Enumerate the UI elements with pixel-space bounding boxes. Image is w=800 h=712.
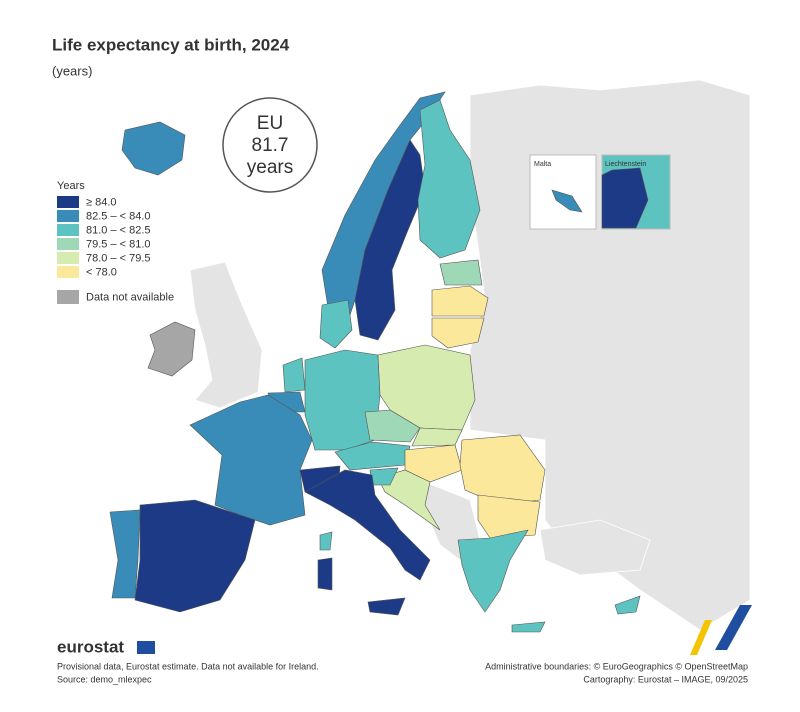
legend-swatch — [57, 196, 79, 208]
legend-label: ≥ 84.0 — [86, 196, 117, 208]
lithuania — [431, 317, 485, 349]
sardinia — [317, 557, 333, 591]
united-kingdom — [189, 261, 263, 409]
malta — [551, 189, 583, 213]
corsica — [319, 531, 333, 551]
footer: eurostat Provisional data, Eurostat esti… — [57, 605, 752, 684]
france — [189, 394, 313, 526]
footer-note: Provisional data, Eurostat estimate. Dat… — [57, 661, 319, 671]
crete — [511, 621, 546, 633]
sicily — [367, 597, 406, 616]
subtitle: (years) — [52, 63, 92, 78]
portugal — [109, 509, 141, 599]
slovakia — [411, 427, 463, 447]
legend-title: Years — [57, 180, 85, 192]
title: Life expectancy at birth, 2024 — [52, 35, 290, 54]
legend-label: 78.0 – < 79.5 — [86, 252, 151, 264]
czechia — [364, 409, 421, 443]
iceland — [121, 121, 186, 176]
badge-unit: years — [247, 157, 293, 178]
greece — [457, 529, 529, 613]
decor — [715, 605, 752, 650]
badge-circle — [222, 97, 318, 193]
germany — [304, 349, 381, 451]
croatia — [377, 469, 441, 531]
italy — [304, 469, 431, 581]
legend-label: 81.0 – < 82.5 — [86, 224, 151, 236]
legend-label: 79.5 – < 81.0 — [86, 238, 151, 250]
legend-swatch — [57, 224, 79, 236]
legend-swatch — [57, 210, 79, 222]
estonia — [439, 259, 483, 286]
footer-note: Source: demo_mlexpec — [57, 674, 152, 684]
legend-swatch — [57, 238, 79, 250]
bulgaria — [477, 494, 541, 539]
footer-credit: Cartography: Eurostat – IMAGE, 09/2025 — [583, 674, 748, 684]
legend-swatch — [57, 290, 79, 304]
inset-label: Malta — [534, 161, 551, 168]
badge-label: EU — [257, 113, 283, 134]
liechtenstein — [601, 167, 649, 229]
denmark — [319, 299, 353, 349]
badge-value: 81.7 — [252, 135, 289, 156]
decor — [690, 620, 712, 655]
cyprus — [614, 595, 641, 615]
spain — [134, 499, 256, 613]
malta-inset — [529, 154, 597, 230]
inset-label: Liechtenstein — [605, 161, 646, 168]
legend-label: Data not available — [86, 291, 174, 303]
insets: Malta Liechtenstein — [529, 154, 671, 230]
eu-badge: EU 81.7 years — [222, 97, 318, 193]
eu-flag — [137, 641, 155, 654]
logo: eurostat — [57, 637, 124, 656]
legend-label: 82.5 – < 84.0 — [86, 210, 151, 222]
ireland — [147, 321, 196, 377]
turkey — [539, 519, 651, 576]
legend-swatch — [57, 266, 79, 278]
legend-swatch — [57, 252, 79, 264]
sweden — [354, 139, 426, 341]
legend-label: < 78.0 — [86, 266, 117, 278]
hungary — [404, 444, 463, 483]
footer-credit: Administrative boundaries: © EuroGeograp… — [485, 661, 748, 671]
finland — [417, 99, 481, 259]
map — [109, 79, 751, 633]
latvia — [431, 285, 489, 317]
legend: Years ≥ 84.0 82.5 – < 84.0 81.0 – < 82.5 79… — [57, 180, 174, 304]
